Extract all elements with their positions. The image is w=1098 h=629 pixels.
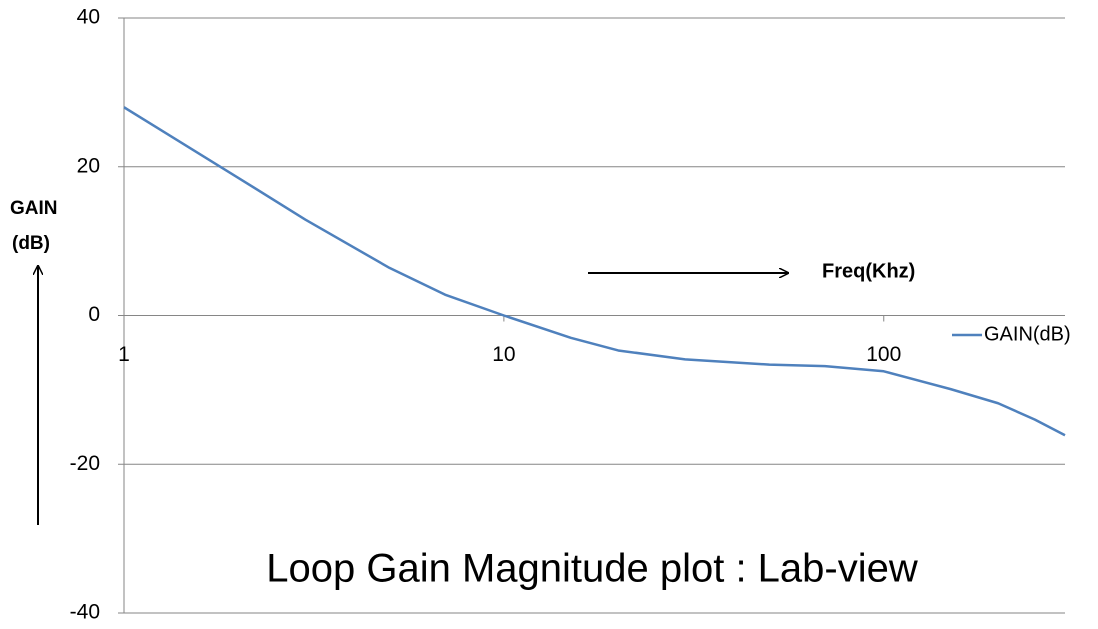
y-tick-label: 40 [77,6,100,29]
y-tick-label: 0 [88,303,100,326]
annotation: Freq(Khz) [822,260,915,282]
y-label: (dB) [12,233,50,254]
y-tick-label: -20 [70,452,100,475]
y-label: GAIN [10,198,58,219]
x-tick-label: 10 [492,343,515,366]
x-tick-label: 100 [866,343,901,366]
chart-title: Loop Gain Magnitude plot : Lab-view [266,547,918,591]
x-tick-label: 1 [118,343,130,366]
legend-label: GAIN(dB) [984,323,1071,345]
data-line [123,106,1066,437]
y-tick-label: 20 [77,154,100,177]
y-tick-label: -40 [70,601,100,624]
